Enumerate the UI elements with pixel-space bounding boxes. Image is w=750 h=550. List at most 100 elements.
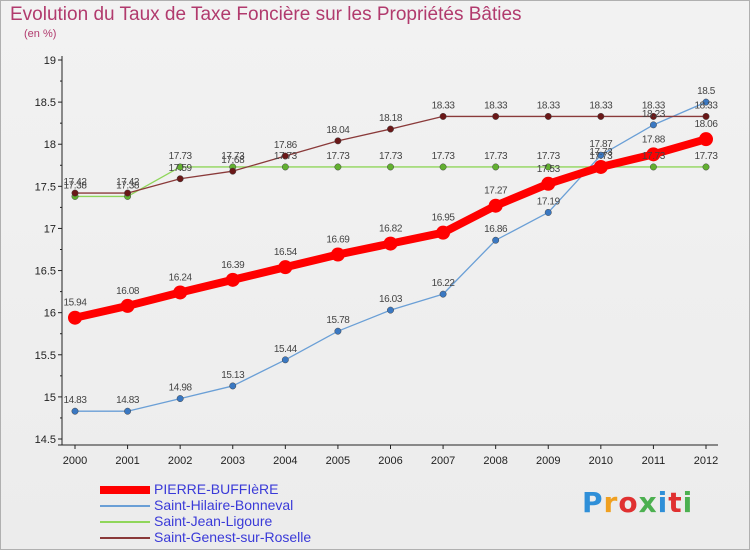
y-tick-label: 14.5 bbox=[35, 434, 56, 446]
data-point-s1-4 bbox=[281, 356, 289, 364]
data-point-s0-9 bbox=[541, 176, 556, 191]
data-label-s1-9: 17.19 bbox=[537, 196, 561, 207]
data-point-s3-6 bbox=[387, 125, 394, 133]
data-point-s3-5 bbox=[334, 137, 342, 145]
y-tick-label: 16.5 bbox=[35, 266, 56, 278]
logo-letter: t bbox=[668, 486, 683, 519]
data-label-s3-2: 17.59 bbox=[169, 163, 193, 174]
legend-label: Saint-Hilaire-Bonneval bbox=[154, 497, 294, 513]
data-point-s3-4 bbox=[281, 152, 289, 160]
data-label-s0-12: 18.06 bbox=[694, 119, 718, 130]
data-point-s0-2 bbox=[173, 285, 188, 300]
data-label-s2-9: 17.73 bbox=[537, 151, 561, 162]
data-label-s1-1: 14.83 bbox=[116, 395, 140, 406]
data-label-s0-10: 17.73 bbox=[589, 147, 613, 158]
data-point-s2-8 bbox=[492, 163, 500, 171]
data-label-s0-7: 16.95 bbox=[432, 213, 456, 224]
data-point-s1-0 bbox=[71, 407, 79, 415]
chart-unit-label: (en %) bbox=[24, 28, 57, 40]
data-label-s3-7: 18.33 bbox=[432, 100, 456, 111]
x-tick-label: 2004 bbox=[273, 455, 297, 467]
y-tick-label: 16 bbox=[44, 308, 56, 320]
data-label-s0-11: 17.88 bbox=[642, 134, 666, 145]
legend-label: Saint-Genest-sur-Roselle bbox=[154, 529, 312, 545]
x-tick-label: 2001 bbox=[115, 455, 139, 467]
data-point-s0-10 bbox=[593, 159, 608, 174]
legend-label: PIERRE-BUFFIèRE bbox=[154, 481, 279, 497]
data-label-s1-7: 16.22 bbox=[432, 278, 456, 289]
data-label-s1-3: 15.13 bbox=[221, 370, 245, 381]
legend-swatch bbox=[100, 486, 150, 494]
data-label-s0-8: 17.27 bbox=[484, 186, 508, 197]
logo-letter: r bbox=[603, 486, 619, 519]
data-label-s0-4: 16.54 bbox=[274, 247, 298, 258]
data-point-s1-12 bbox=[702, 98, 710, 106]
data-label-s3-10: 18.33 bbox=[589, 100, 613, 111]
data-label-s3-0: 17.42 bbox=[63, 177, 87, 188]
data-label-s1-6: 16.03 bbox=[379, 294, 403, 305]
data-label-s1-5: 15.78 bbox=[326, 315, 350, 326]
data-label-s2-0: 17.38 bbox=[63, 180, 87, 191]
data-point-s2-7 bbox=[439, 163, 447, 171]
x-tick-label: 2002 bbox=[168, 455, 192, 467]
data-point-s3-11 bbox=[649, 112, 657, 120]
data-point-s3-10 bbox=[597, 112, 605, 120]
data-label-s2-2: 17.73 bbox=[169, 151, 193, 162]
legend: PIERRE-BUFFIèRE Saint-Hilaire-Bonneval Sai… bbox=[100, 481, 400, 546]
data-label-s1-12: 18.5 bbox=[697, 86, 716, 97]
data-label-s2-7: 17.73 bbox=[432, 151, 456, 162]
y-tick-label: 18.5 bbox=[35, 97, 56, 109]
data-point-s3-0 bbox=[71, 189, 79, 197]
logo-letter: i bbox=[682, 486, 694, 519]
x-tick-label: 2008 bbox=[483, 455, 507, 467]
data-label-s2-10: 17.73 bbox=[589, 151, 613, 162]
data-label-s3-12: 18.33 bbox=[694, 100, 718, 111]
data-point-s1-1 bbox=[124, 407, 132, 415]
data-point-s3-9 bbox=[544, 112, 552, 120]
data-label-s2-6: 17.73 bbox=[379, 151, 403, 162]
chart-title: Evolution du Taux de Taxe Foncière sur l… bbox=[10, 4, 522, 25]
data-point-s1-5 bbox=[334, 327, 342, 335]
data-label-s3-8: 18.33 bbox=[484, 100, 508, 111]
x-tick-label: 2006 bbox=[378, 455, 402, 467]
legend-swatch bbox=[100, 521, 150, 523]
data-point-s0-12 bbox=[699, 132, 713, 147]
data-label-s0-3: 16.39 bbox=[221, 260, 245, 271]
data-point-s1-7 bbox=[439, 290, 447, 298]
data-point-s0-11 bbox=[646, 147, 661, 162]
data-label-s0-9: 17.53 bbox=[537, 164, 561, 175]
legend-item: Saint-Hilaire-Bonneval bbox=[100, 497, 400, 514]
data-label-s2-8: 17.73 bbox=[484, 151, 508, 162]
data-label-s2-3: 17.73 bbox=[221, 151, 245, 162]
data-label-s2-12: 17.73 bbox=[694, 151, 718, 162]
data-label-s2-11: 17.73 bbox=[642, 151, 666, 162]
data-point-s2-6 bbox=[387, 163, 394, 171]
data-point-s0-4 bbox=[278, 260, 293, 275]
data-label-s1-4: 15.44 bbox=[274, 344, 298, 355]
y-tick-label: 17.5 bbox=[35, 181, 56, 193]
data-point-s3-1 bbox=[124, 189, 132, 197]
legend-item: Saint-Genest-sur-Roselle bbox=[100, 529, 400, 546]
data-label-s2-5: 17.73 bbox=[326, 151, 350, 162]
data-point-s3-12 bbox=[702, 112, 710, 120]
data-point-s0-8 bbox=[488, 198, 503, 213]
data-label-s0-1: 16.08 bbox=[116, 286, 140, 297]
data-point-s2-12 bbox=[702, 163, 710, 171]
legend-item: PIERRE-BUFFIèRE bbox=[100, 481, 400, 498]
data-label-s1-11: 18.23 bbox=[642, 109, 666, 120]
data-label-s3-5: 18.04 bbox=[326, 125, 350, 136]
data-point-s0-1 bbox=[120, 298, 135, 313]
data-label-s3-11: 18.33 bbox=[642, 100, 666, 111]
data-point-s0-3 bbox=[225, 272, 240, 287]
data-label-s0-5: 16.69 bbox=[326, 235, 350, 246]
legend-swatch bbox=[100, 505, 150, 507]
data-label-s3-3: 17.68 bbox=[221, 155, 245, 166]
logo-letter: P bbox=[582, 486, 604, 519]
data-point-s0-6 bbox=[383, 236, 398, 251]
logo-letter: o bbox=[618, 486, 639, 519]
data-point-s2-2 bbox=[176, 163, 184, 171]
data-point-s1-9 bbox=[544, 208, 552, 216]
data-point-s3-8 bbox=[492, 112, 500, 120]
data-label-s3-1: 17.42 bbox=[116, 177, 140, 188]
